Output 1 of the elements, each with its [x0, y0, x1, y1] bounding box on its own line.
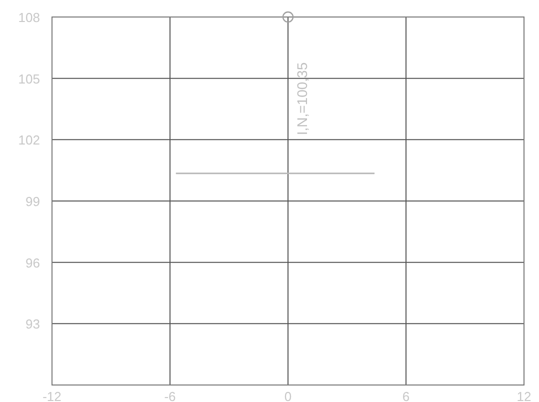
annotation: I,N,=100,35	[294, 62, 310, 136]
